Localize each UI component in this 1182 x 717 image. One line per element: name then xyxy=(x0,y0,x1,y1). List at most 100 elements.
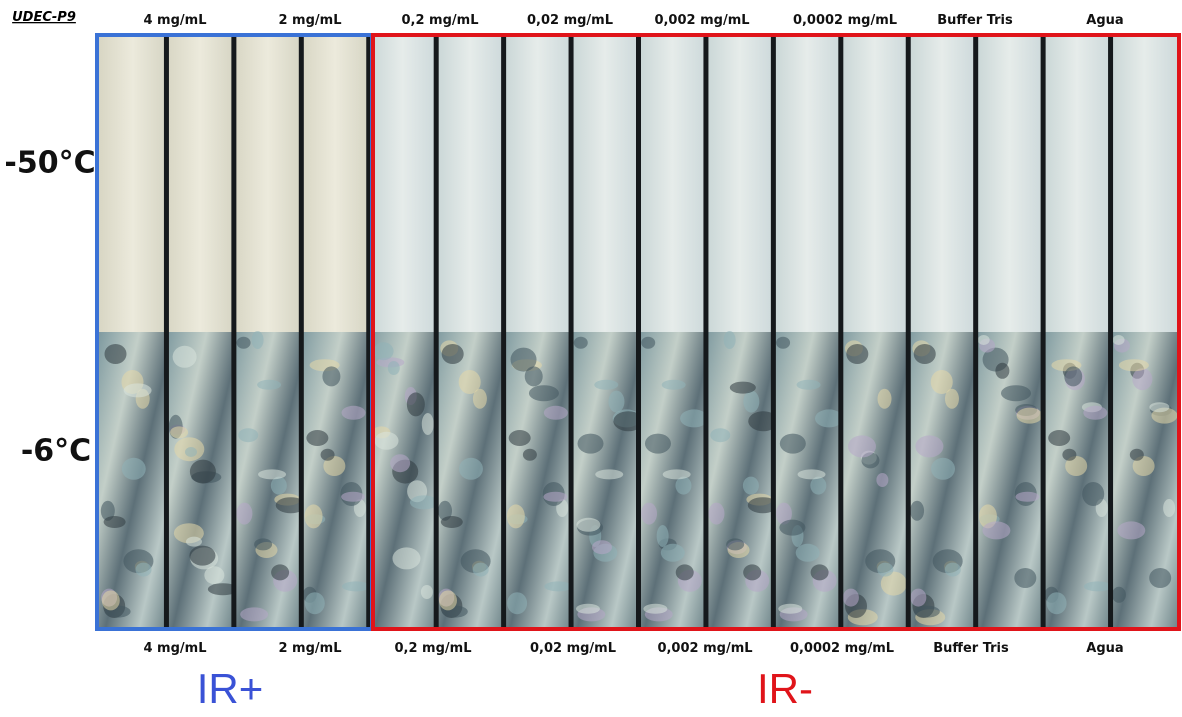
micrograph-part xyxy=(576,604,600,614)
micrograph-part xyxy=(945,563,961,577)
micrograph-part xyxy=(908,37,975,332)
micrograph-part xyxy=(305,592,325,614)
micrograph-part xyxy=(878,389,892,409)
micrograph-part xyxy=(730,382,756,394)
bottom-label: 0,002 mg/mL xyxy=(657,641,752,656)
micrograph-part xyxy=(1132,368,1152,390)
micrograph-part xyxy=(1108,37,1113,627)
micrograph-part xyxy=(1112,587,1126,603)
micrographs xyxy=(99,37,1178,627)
micrograph-part xyxy=(240,607,268,621)
micrograph-part xyxy=(136,563,152,577)
micrograph-part xyxy=(798,469,826,479)
micrograph-part xyxy=(595,469,623,479)
micrograph-part xyxy=(124,383,152,397)
micrograph-part xyxy=(252,331,264,349)
micrograph-part xyxy=(421,585,433,599)
bottom-label: 0,2 mg/mL xyxy=(395,641,472,656)
micrograph-part xyxy=(258,469,286,479)
micrograph-part xyxy=(776,337,790,349)
micrograph-part xyxy=(643,604,667,614)
micrograph-part xyxy=(576,518,600,532)
micrograph-part xyxy=(843,589,859,607)
micrograph-part xyxy=(342,581,370,591)
micrograph-part xyxy=(876,473,888,487)
bottom-label: Agua xyxy=(1086,641,1123,656)
micrograph-part xyxy=(982,521,1010,539)
micrograph-part xyxy=(710,428,730,442)
micrograph-part xyxy=(374,342,394,360)
bottom-label: 2 mg/mL xyxy=(278,641,341,656)
micrograph-part xyxy=(662,380,686,390)
micrograph-part xyxy=(509,430,531,446)
micrograph-part xyxy=(906,37,911,627)
micrograph-part xyxy=(724,331,736,349)
micrograph-part xyxy=(1083,406,1107,420)
micrograph-part xyxy=(529,385,559,401)
micrograph-part xyxy=(104,516,126,528)
micrograph-part xyxy=(504,37,571,332)
micrograph-part xyxy=(322,366,340,386)
top-label: 0,002 mg/mL xyxy=(654,13,749,28)
micrograph-part xyxy=(459,370,481,394)
micrograph-part xyxy=(1043,37,1110,332)
micrograph-part xyxy=(931,458,955,480)
micrograph-part xyxy=(780,434,806,454)
micrograph-part xyxy=(186,537,202,547)
micrograph-part xyxy=(204,566,224,584)
micrograph-part xyxy=(645,434,671,454)
micrograph-part xyxy=(1119,359,1149,371)
micrograph-part xyxy=(1111,37,1178,332)
micrograph-part xyxy=(102,590,120,610)
bottom-label: 0,0002 mg/mL xyxy=(790,641,894,656)
micrograph-part xyxy=(1001,385,1031,401)
micrograph-part xyxy=(237,337,251,349)
micrograph-part xyxy=(657,525,669,547)
micrograph-part xyxy=(459,458,483,480)
micrograph-part xyxy=(1048,430,1070,446)
micrograph-part xyxy=(838,37,843,627)
micrograph-part xyxy=(238,428,258,442)
micrograph-part xyxy=(976,37,1043,332)
row-label: -50°C xyxy=(4,146,95,181)
micrograph-part xyxy=(811,564,829,580)
micrograph-part xyxy=(910,501,924,521)
top-label: 0,2 mg/mL xyxy=(402,13,479,28)
micrograph-part xyxy=(910,589,926,607)
micrograph-part xyxy=(796,544,820,562)
micrograph-part xyxy=(663,469,691,479)
sample-label: UDEC-P9 xyxy=(12,10,76,25)
micrograph-part xyxy=(1117,521,1145,539)
micrograph-part xyxy=(797,380,821,390)
micrograph-part xyxy=(236,503,252,525)
micrograph-part xyxy=(1015,492,1039,502)
micrograph-part xyxy=(434,37,439,627)
micrograph-part xyxy=(771,37,776,627)
micrograph-part xyxy=(973,37,978,627)
micrograph-part xyxy=(1014,568,1036,588)
micrograph-part xyxy=(105,344,127,364)
micrograph-part xyxy=(706,37,773,332)
micrograph-part xyxy=(1047,592,1067,614)
row-label: -6°C xyxy=(21,434,91,469)
bottom-label: Buffer Tris xyxy=(933,641,1009,656)
micrograph-part xyxy=(915,435,943,457)
micrograph-part xyxy=(301,37,368,332)
micrograph-part xyxy=(507,504,525,528)
micrograph-part xyxy=(511,348,537,372)
micrograph-part xyxy=(407,392,425,416)
micrograph-part xyxy=(641,337,655,349)
micrograph-part xyxy=(708,503,724,525)
micrograph-part xyxy=(392,547,420,569)
top-label: Buffer Tris xyxy=(937,13,1013,28)
micrograph-part xyxy=(543,492,567,502)
micrograph-part xyxy=(848,435,876,457)
micrograph-part xyxy=(369,37,436,332)
micrograph-part xyxy=(661,544,685,562)
micrograph-part xyxy=(388,361,400,375)
micrograph-part xyxy=(676,564,694,580)
micrograph-part xyxy=(778,604,802,614)
micrograph-part xyxy=(501,37,506,627)
micrograph-part xyxy=(978,335,990,345)
top-label: 0,02 mg/mL xyxy=(527,13,613,28)
